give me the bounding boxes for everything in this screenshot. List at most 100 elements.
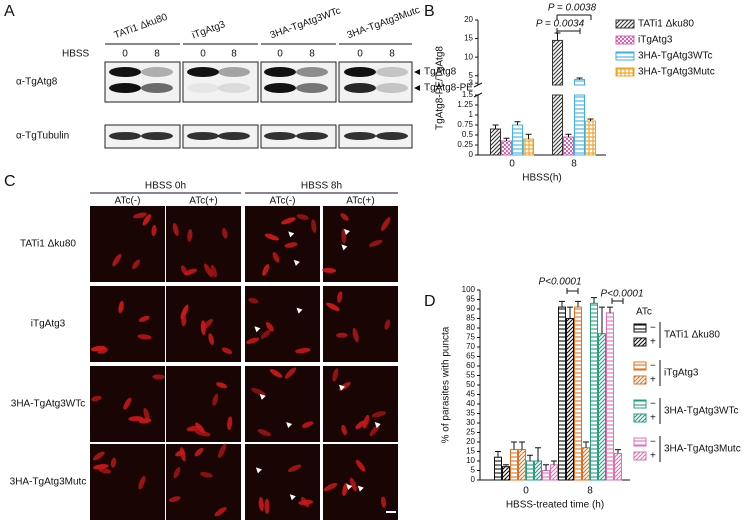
y-tick-label: 100 <box>462 285 476 294</box>
bar <box>606 312 614 481</box>
parasite <box>142 214 152 226</box>
parasite <box>172 222 179 237</box>
parasite <box>143 407 150 421</box>
error-bar <box>492 124 499 129</box>
blot-band <box>141 132 173 140</box>
micrograph <box>166 206 241 282</box>
bar <box>563 136 574 156</box>
strain-label: 3HA-TgAtg3WTc <box>269 5 343 41</box>
error-bar <box>559 300 565 308</box>
lane-label: 8 <box>389 49 395 60</box>
blot-band <box>296 67 328 77</box>
parasite <box>269 369 283 378</box>
y-tick-label: 90 <box>466 304 475 313</box>
lane-label: 8 <box>154 49 160 60</box>
parasite <box>137 334 152 340</box>
parasite <box>298 499 314 506</box>
legend-label: + <box>650 413 656 424</box>
error-bar <box>615 449 621 454</box>
arrow <box>296 307 303 314</box>
arrow <box>293 259 300 266</box>
legend-label: − <box>650 361 656 372</box>
blot-band <box>218 132 250 140</box>
error-bar <box>591 297 597 304</box>
y-tick-label: 3 <box>469 78 474 87</box>
parasite <box>380 496 387 508</box>
parasite <box>181 315 187 327</box>
panel-label: C <box>4 173 16 190</box>
y-tick-label: 0.75 <box>457 120 473 129</box>
legend-label: − <box>650 323 656 334</box>
y-tick-label: 1 <box>469 110 474 119</box>
parasite <box>227 416 233 431</box>
parasite <box>151 224 157 237</box>
y-tick-label: 40 <box>466 399 475 408</box>
row-label: iTgAtg3 <box>31 319 66 330</box>
parasite <box>110 457 117 468</box>
bar <box>552 39 563 86</box>
legend-label: + <box>650 451 656 462</box>
arrow <box>288 231 295 238</box>
annotation-bracket <box>556 28 581 34</box>
parasite <box>342 482 348 496</box>
parasite <box>352 328 359 343</box>
micrograph <box>245 206 320 282</box>
treatment-label: ATc(+) <box>346 196 374 207</box>
blot-band <box>109 132 141 140</box>
blot-band <box>264 83 296 93</box>
error-bar <box>575 300 581 308</box>
legend-group-label: iTgAtg3 <box>664 368 699 379</box>
parasite <box>118 300 124 314</box>
y-tick-label: 1.25 <box>457 100 473 109</box>
parasite <box>203 263 213 278</box>
parasite <box>91 395 102 402</box>
parasite <box>92 451 105 461</box>
bar <box>574 78 585 86</box>
parasite <box>337 291 343 303</box>
blot-band <box>344 83 376 93</box>
arrow <box>254 326 261 333</box>
legend-label: + <box>650 337 656 348</box>
micrograph <box>90 444 165 520</box>
parasite <box>355 420 366 429</box>
parasite <box>280 217 296 225</box>
micrograph <box>245 444 320 520</box>
y-tick-label: 85 <box>466 314 475 323</box>
blot-band <box>264 132 296 140</box>
hbss-label: HBSS <box>62 49 90 60</box>
micrograph <box>166 444 241 520</box>
legend-swatch <box>615 51 635 61</box>
parasite <box>138 475 146 490</box>
parasite <box>262 264 270 276</box>
blot-band <box>109 83 141 93</box>
parasite <box>258 497 264 512</box>
y-tick-label: 50 <box>466 380 475 389</box>
parasite <box>248 297 259 304</box>
legend-label: iTgAtg3 <box>638 35 673 46</box>
legend-swatch <box>615 19 635 29</box>
bar <box>501 140 512 156</box>
y-tick-label: 30 <box>466 418 475 427</box>
parasite <box>133 212 147 219</box>
blot-band <box>109 67 141 77</box>
strain-label: TATi1 Δku80 <box>113 12 170 42</box>
error-bar <box>511 441 517 450</box>
legend-label: TATi1 Δku80 <box>638 19 694 30</box>
y-tick-label: 70 <box>466 342 475 351</box>
blot-band <box>187 83 219 93</box>
parasite <box>180 304 189 320</box>
row-label: 3HA-TgAtg3Mutc <box>10 477 87 488</box>
bar <box>510 449 518 481</box>
y-tick-label: 5 <box>471 466 476 475</box>
parasite <box>138 315 150 322</box>
arrow <box>357 485 364 492</box>
arrow <box>259 393 266 400</box>
parasite <box>98 467 112 474</box>
parasite <box>187 229 193 242</box>
bar <box>550 464 558 481</box>
bar <box>558 306 566 481</box>
parasite <box>251 387 266 396</box>
parasite <box>128 416 144 422</box>
legend-group-label: TATi1 Δku80 <box>664 330 720 341</box>
x-axis-label: HBSS(h) <box>522 173 561 184</box>
